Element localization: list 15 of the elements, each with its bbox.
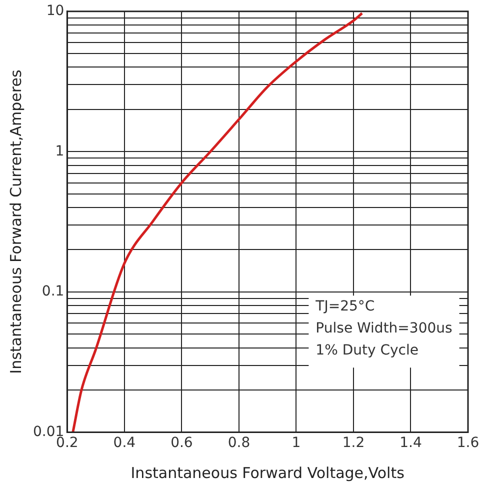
x-tick-label: 0.8 <box>228 435 250 452</box>
annotation: 1% Duty Cycle <box>316 342 418 358</box>
annotation: TJ=25°C <box>314 298 375 314</box>
x-axis-title: Instantaneous Forward Voltage,Volts <box>130 464 405 482</box>
y-axis-title: Instantaneous Forward Current,Amperes <box>6 70 25 374</box>
x-tick-label: 1.6 <box>456 435 480 452</box>
y-tick-label: 0.1 <box>42 284 64 300</box>
x-tick-label: 1 <box>292 435 301 452</box>
y-tick-label: 1 <box>55 143 64 160</box>
x-tick-label: 0.4 <box>113 435 136 452</box>
x-tick-label: 0.6 <box>170 435 193 452</box>
x-tick-label: 1.2 <box>342 435 365 452</box>
annotation: Pulse Width=300us <box>316 320 452 336</box>
y-tick-label: 10 <box>46 3 64 20</box>
x-tick-label: 1.4 <box>400 435 422 452</box>
